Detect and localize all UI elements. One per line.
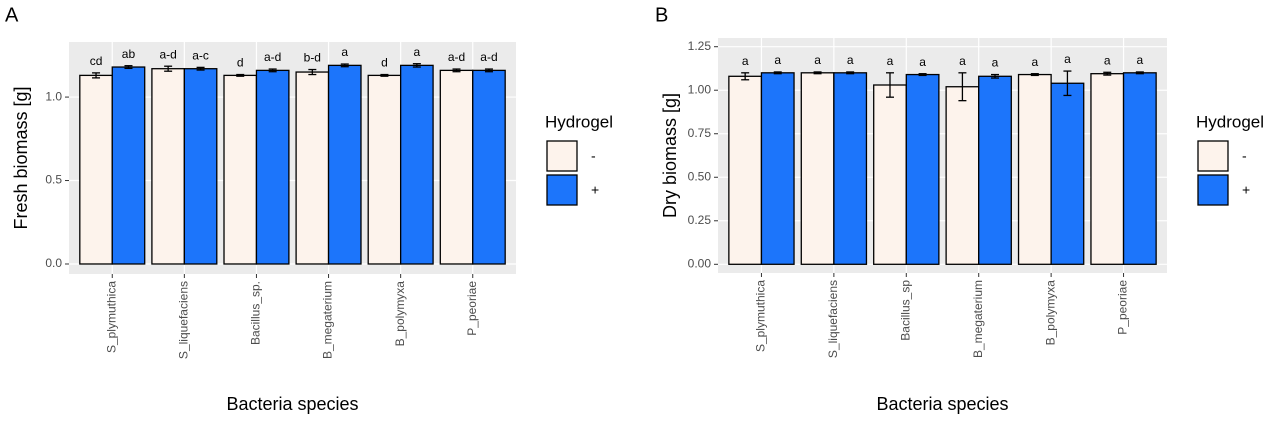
significance-letter: a bbox=[1104, 53, 1111, 67]
bar bbox=[873, 84, 907, 265]
bar bbox=[472, 69, 506, 265]
bar bbox=[760, 72, 795, 265]
bar bbox=[399, 64, 434, 265]
bar bbox=[1090, 73, 1125, 265]
bar bbox=[1050, 82, 1085, 265]
y-tick-label: 0.25 bbox=[688, 213, 712, 227]
legend-swatch bbox=[1197, 174, 1229, 206]
y-tick-label: 0.5 bbox=[45, 173, 62, 187]
significance-letter: d bbox=[237, 56, 244, 70]
y-tick-label: 0.75 bbox=[688, 126, 712, 140]
bar bbox=[255, 69, 290, 265]
panel-tag: A bbox=[5, 4, 19, 26]
legend-label: + bbox=[1242, 182, 1250, 198]
bar bbox=[1122, 72, 1157, 265]
bar bbox=[945, 86, 980, 265]
bar bbox=[223, 74, 258, 265]
bar bbox=[978, 75, 1012, 265]
x-tick-label: S_liquefaciens bbox=[177, 281, 191, 359]
x-axis-title: Bacteria species bbox=[226, 394, 358, 414]
bar bbox=[79, 74, 113, 265]
significance-letter: a bbox=[341, 45, 348, 59]
x-tick-label: B_polymyxa bbox=[1043, 280, 1057, 346]
y-axis-title: Fresh biomass [g] bbox=[11, 86, 31, 229]
bar bbox=[905, 73, 940, 265]
y-tick-label: 0.00 bbox=[688, 256, 712, 270]
y-tick-label: 0.0 bbox=[45, 256, 62, 270]
significance-letter: b-d bbox=[304, 51, 321, 65]
significance-letter: a bbox=[1031, 55, 1038, 69]
significance-letter: a-d bbox=[448, 50, 465, 64]
bar bbox=[833, 72, 868, 265]
bar bbox=[728, 75, 763, 265]
significance-letter: a-d bbox=[480, 50, 497, 64]
y-tick-label: 1.25 bbox=[688, 39, 712, 53]
bar bbox=[295, 71, 330, 265]
significance-letter: d bbox=[381, 56, 388, 70]
significance-letter: a-d bbox=[264, 50, 281, 64]
significance-letter: a-c bbox=[192, 49, 209, 63]
legend-label: + bbox=[591, 182, 599, 198]
x-tick-label: P_peoriae bbox=[465, 281, 479, 336]
x-tick-label: B_megaterium bbox=[971, 280, 985, 358]
y-tick-label: 1.0 bbox=[45, 89, 62, 103]
x-tick-label: P_peoriae bbox=[1116, 280, 1130, 335]
legend-swatch bbox=[546, 174, 578, 206]
bar bbox=[327, 64, 362, 265]
x-tick-label: S_plymuthica bbox=[104, 281, 118, 353]
significance-letter: a bbox=[959, 54, 966, 68]
y-axis-title: Dry biomass [g] bbox=[660, 93, 680, 218]
x-tick-label: Bacillus_sp bbox=[898, 280, 912, 341]
x-tick-label: B_megaterium bbox=[321, 281, 335, 359]
significance-letter: a bbox=[814, 53, 821, 67]
significance-letter: a bbox=[919, 55, 926, 69]
panel-tag: B bbox=[655, 4, 668, 26]
significance-letter: a bbox=[1136, 53, 1143, 67]
significance-letter: cd bbox=[90, 54, 103, 68]
bar bbox=[439, 69, 474, 265]
legend-swatch bbox=[1197, 140, 1229, 172]
legend-swatch bbox=[546, 140, 578, 172]
legend-label: - bbox=[1242, 148, 1247, 164]
y-tick-label: 1.00 bbox=[688, 82, 712, 96]
x-tick-label: B_polymyxa bbox=[393, 281, 407, 347]
legend-label: - bbox=[591, 148, 596, 164]
x-tick-label: Bacillus_sp. bbox=[249, 281, 263, 345]
x-tick-label: S_plymuthica bbox=[754, 280, 768, 352]
significance-letter: a bbox=[774, 53, 781, 67]
x-axis-title: Bacteria species bbox=[876, 394, 1008, 414]
significance-letter: a bbox=[742, 54, 749, 68]
significance-letter: a bbox=[887, 54, 894, 68]
bar bbox=[367, 74, 402, 265]
bar bbox=[1017, 73, 1052, 265]
bar bbox=[183, 68, 218, 265]
bar bbox=[800, 72, 835, 265]
bar bbox=[151, 68, 186, 265]
legend-title: Hydrogel bbox=[545, 112, 613, 131]
significance-letter: a bbox=[847, 53, 854, 67]
bar bbox=[111, 66, 146, 265]
significance-letter: a bbox=[414, 45, 421, 59]
significance-letter: a bbox=[992, 56, 999, 70]
significance-letter: a bbox=[1064, 52, 1071, 66]
significance-letter: a-d bbox=[159, 47, 176, 61]
legend-title: Hydrogel bbox=[1196, 112, 1264, 131]
x-tick-label: S_liquefaciens bbox=[826, 280, 840, 358]
significance-letter: ab bbox=[122, 47, 136, 61]
y-tick-label: 0.50 bbox=[688, 169, 712, 183]
